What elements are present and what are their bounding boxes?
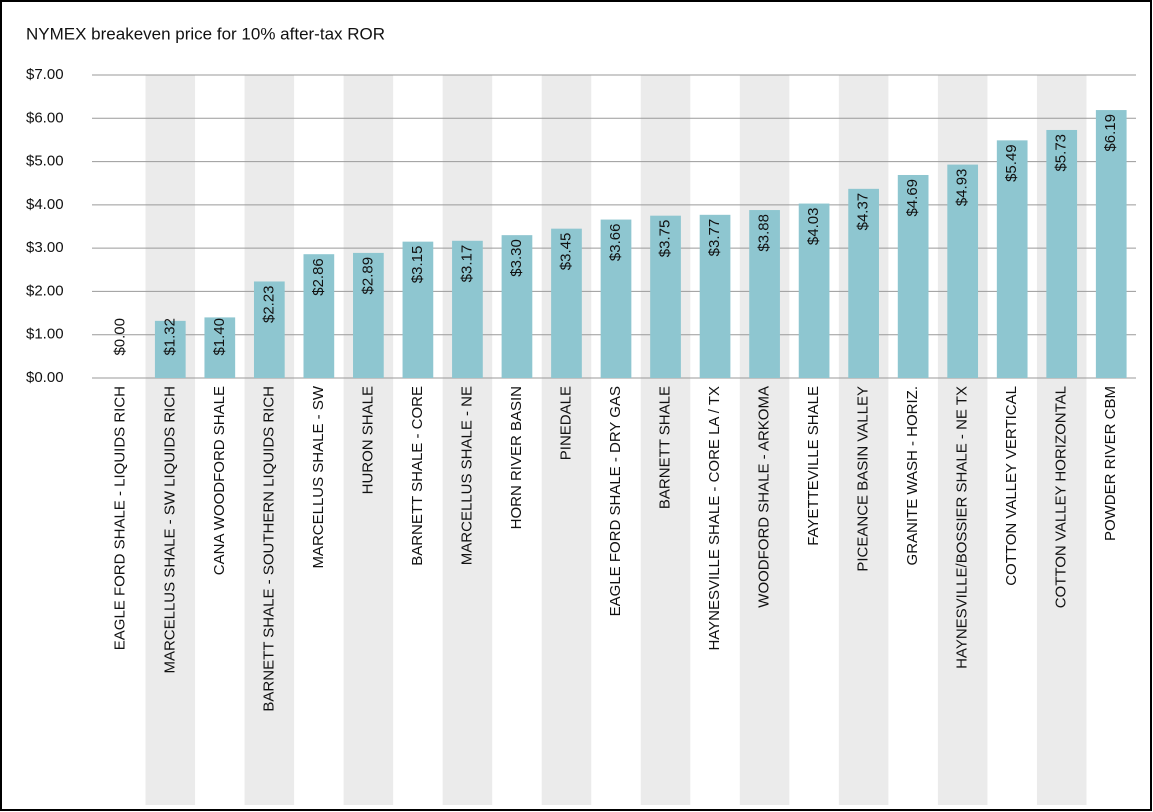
value-label: $3.77: [706, 219, 723, 257]
x-tick-label: EAGLE FORD SHALE - DRY GAS: [607, 386, 624, 616]
value-label: $1.40: [211, 318, 228, 356]
bar: [1095, 110, 1127, 378]
value-label: $3.66: [607, 224, 624, 262]
bar: [897, 174, 929, 378]
bar: [452, 240, 483, 378]
column-stripe: [145, 75, 196, 805]
value-label: $2.89: [359, 257, 376, 295]
column-stripe: [739, 75, 790, 805]
x-tick-label: POWDER RIVER CBM: [1102, 386, 1119, 541]
value-label: $3.45: [557, 233, 574, 271]
value-label: $6.19: [1102, 114, 1119, 152]
bar: [253, 281, 285, 378]
bar: [798, 203, 830, 378]
bar: [749, 210, 780, 378]
value-label: $5.49: [1003, 144, 1020, 182]
x-tick-label: MARCELLUS SHALE - SW: [310, 385, 327, 568]
x-tick-label: HORN RIVER BASIN: [508, 386, 525, 529]
value-label: $0.00: [112, 318, 129, 356]
x-tick-label: MARCELLUS SHALE - NE: [458, 386, 475, 565]
bar: [947, 164, 979, 378]
y-tick-label: $3.00: [26, 239, 64, 256]
x-tick-label: EAGLE FORD SHALE - LIQUIDS RICH: [112, 386, 129, 650]
bar: [501, 235, 533, 378]
value-label: $4.03: [805, 208, 822, 246]
x-tick-label: HAYNESVILLE/BOSSIER SHALE - NE TX: [954, 386, 971, 669]
x-tick-label: PICEANCE BASIN VALLEY: [855, 386, 872, 572]
column-stripe: [244, 75, 295, 805]
value-label: $2.86: [310, 258, 327, 296]
bar: [848, 188, 879, 378]
x-tick-label: BARNETT SHALE - CORE: [409, 386, 426, 566]
x-tick-label: BARNETT SHALE: [656, 386, 673, 509]
x-tick-label: BARNETT SHALE - SOUTHERN LIQUIDS RICH: [260, 386, 277, 712]
value-label: $3.17: [458, 245, 475, 283]
value-label: $3.75: [656, 220, 673, 258]
bar: [353, 252, 384, 378]
bar: [996, 140, 1028, 378]
bar: [551, 228, 582, 378]
value-label: $3.15: [409, 246, 426, 284]
x-tick-label: PINEDALE: [557, 386, 574, 460]
column-stripe: [640, 75, 691, 805]
x-tick-label: FAYETTEVILLE SHALE: [805, 386, 822, 546]
y-tick-label: $4.00: [26, 196, 64, 213]
x-tick-label: MARCELLUS SHALE - SW LIQUIDS RICH: [161, 386, 178, 674]
y-tick-label: $1.00: [26, 326, 64, 343]
x-tick-label: HURON SHALE: [359, 386, 376, 494]
bar: [154, 320, 186, 378]
bar: [600, 219, 632, 378]
value-label: $3.88: [756, 214, 773, 252]
value-label: $5.73: [1053, 134, 1070, 172]
x-tick-label: CANA WOODFORD SHALE: [211, 386, 228, 575]
x-tick-label: GRANITE WASH - HORIZ.: [904, 386, 921, 565]
bar: [402, 241, 434, 378]
value-label: $1.32: [161, 318, 178, 356]
bar: [650, 215, 681, 378]
bar: [303, 254, 335, 378]
x-tick-label: COTTON VALLEY VERTICAL: [1003, 386, 1020, 586]
value-label: $4.93: [954, 169, 971, 207]
chart-title: NYMEX breakeven price for 10% after-tax …: [26, 24, 385, 43]
column-stripe: [442, 75, 493, 805]
bar: [204, 317, 236, 378]
bar: [699, 214, 731, 378]
y-tick-label: $2.00: [26, 282, 64, 299]
column-stripe: [343, 75, 394, 805]
value-label: $4.69: [904, 179, 921, 217]
column-stripe: [541, 75, 592, 805]
x-tick-label: HAYNESVILLE SHALE - CORE LA / TX: [706, 386, 723, 651]
y-tick-label: $6.00: [26, 109, 64, 126]
value-label: $3.30: [508, 239, 525, 277]
x-tick-label: COTTON VALLEY HORIZONTAL: [1053, 386, 1070, 608]
y-tick-label: $7.00: [26, 66, 64, 83]
bar: [1046, 129, 1078, 378]
value-label: $4.37: [855, 193, 872, 231]
x-tick-label: WOODFORD SHALE - ARKOMA: [756, 386, 773, 608]
value-label: $2.23: [260, 285, 277, 323]
y-tick-label: $0.00: [26, 369, 64, 386]
y-tick-label: $5.00: [26, 153, 64, 170]
